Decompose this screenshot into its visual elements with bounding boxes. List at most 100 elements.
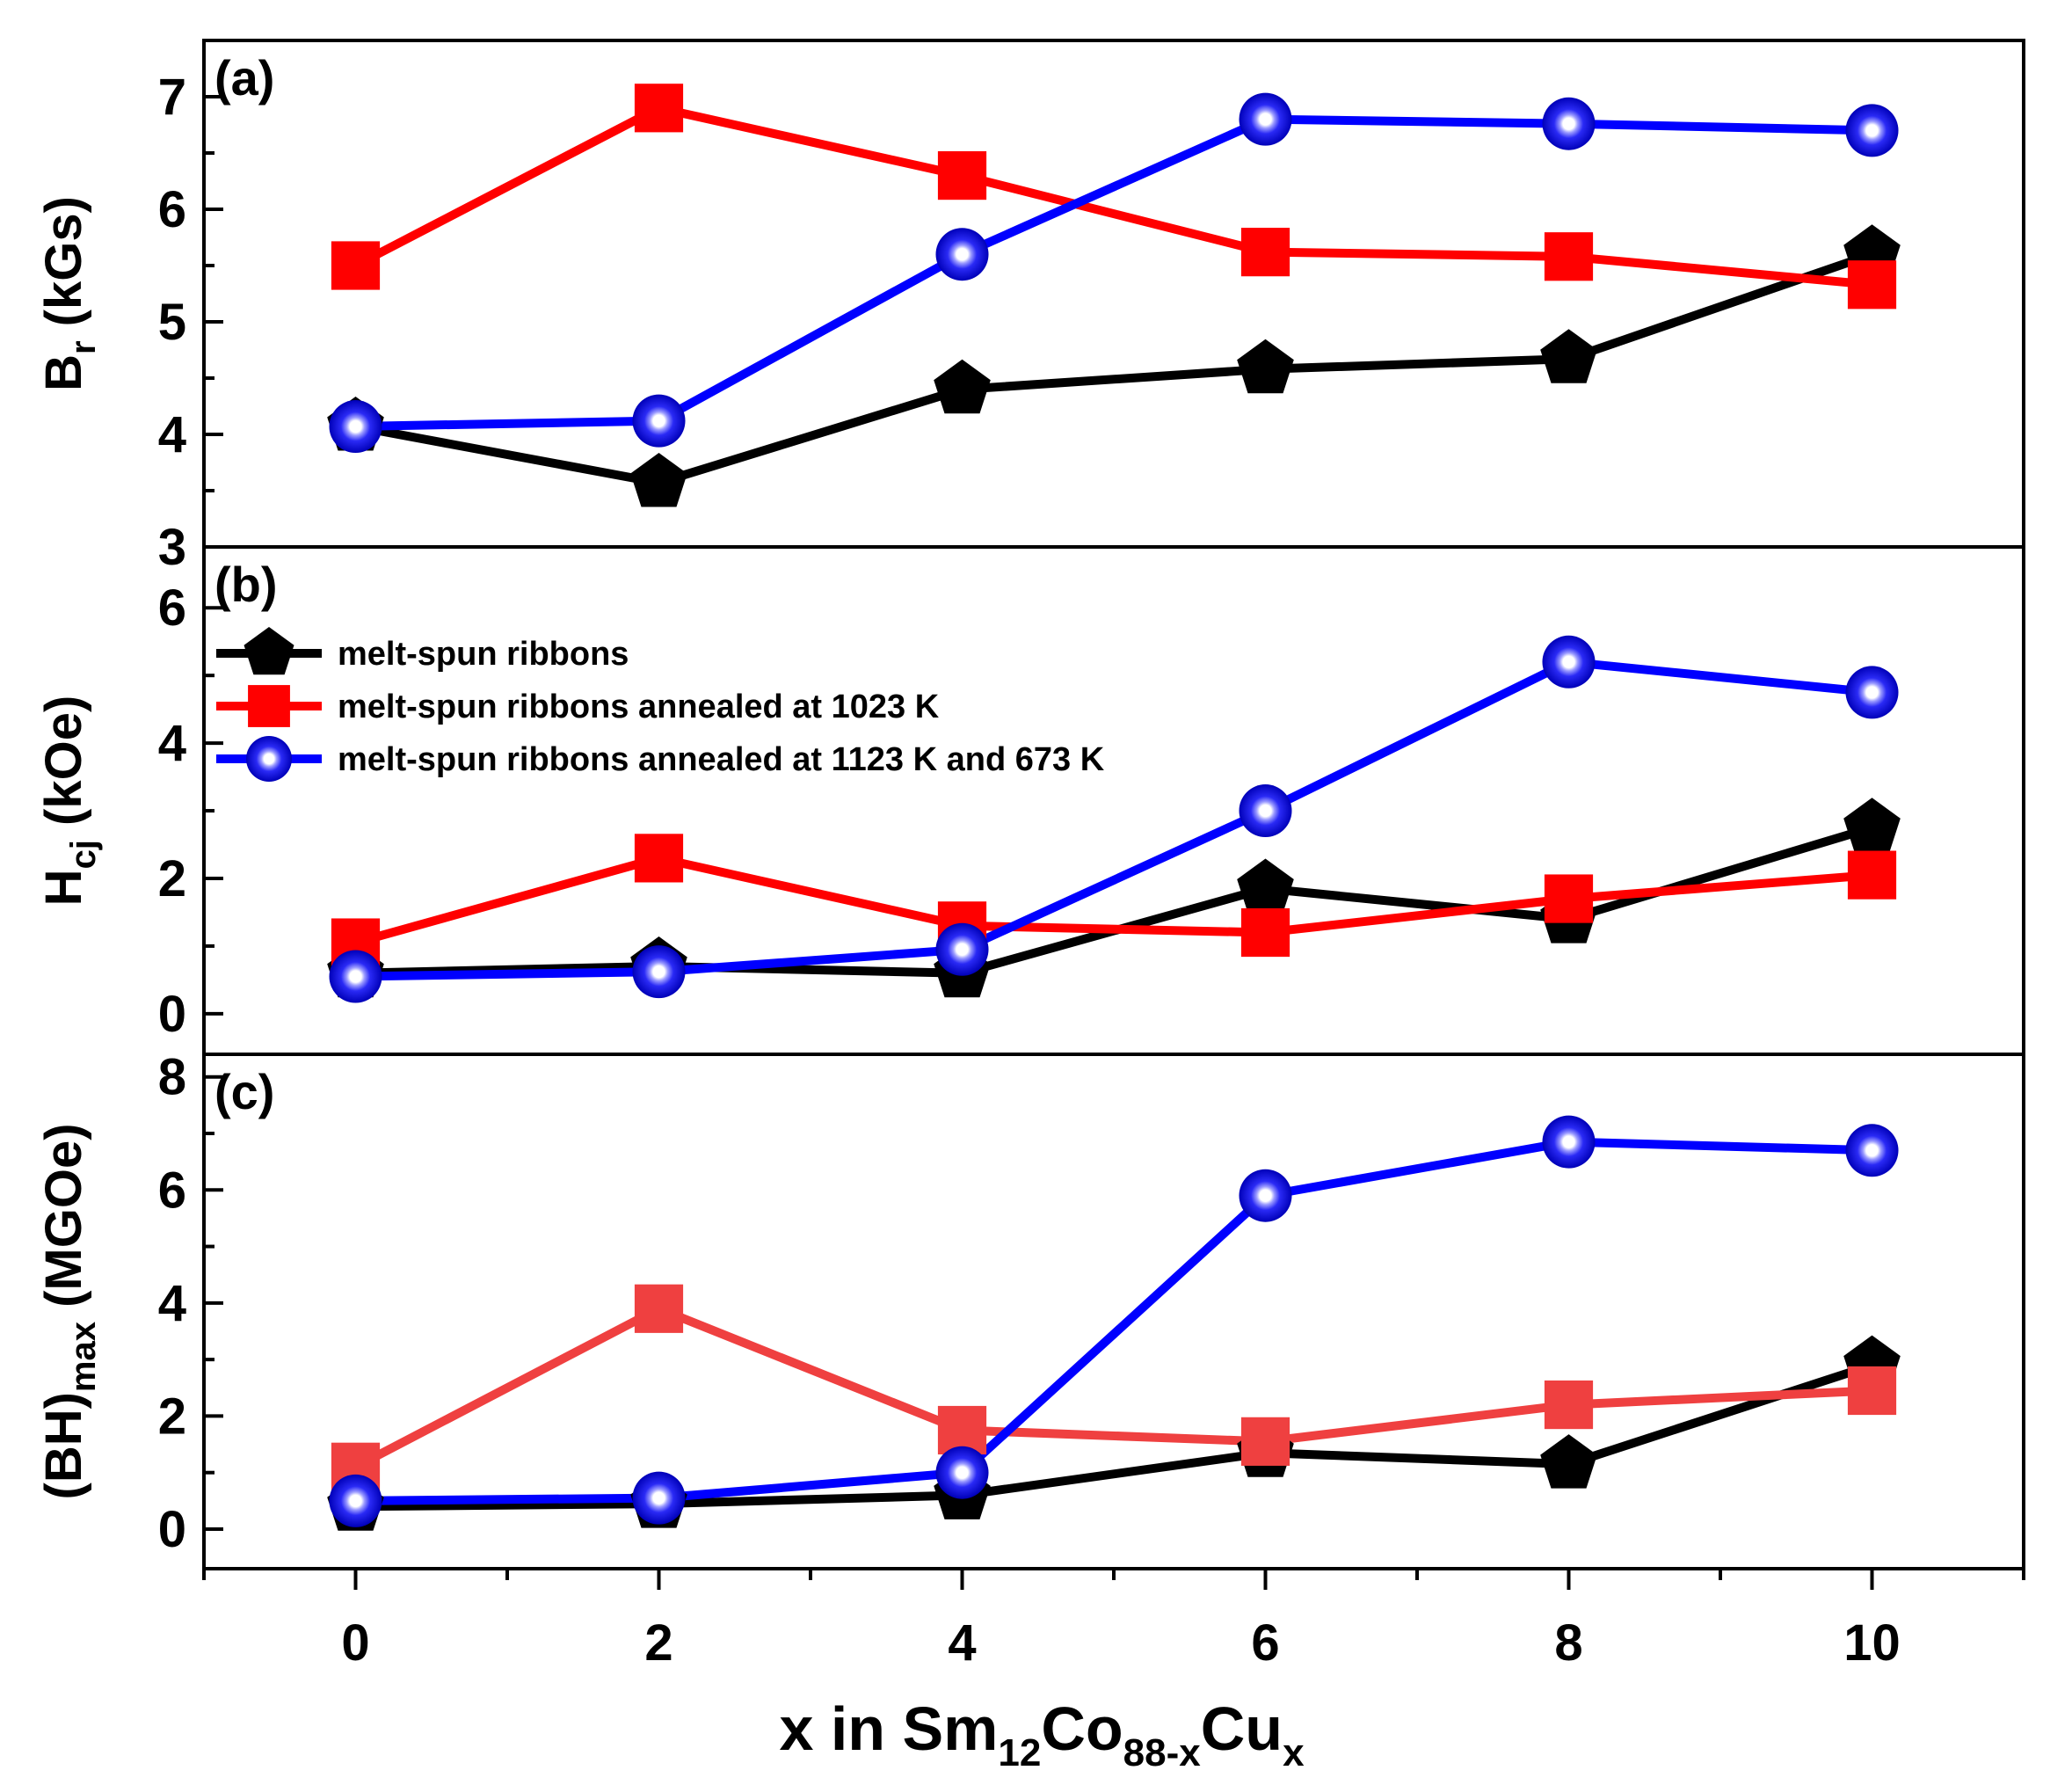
- data-point: [935, 228, 989, 281]
- panel-c-ytick-label: 6: [158, 1162, 186, 1219]
- panel-c: 0 2 4 6 8 (c) (BH)max (MGOe): [35, 1049, 2025, 1570]
- panel-c-series-3-line: [355, 1137, 1872, 1505]
- data-point: [1845, 104, 1899, 157]
- panel-b-y-title-unit: (kOe): [35, 696, 92, 840]
- legend: melt-spun ribbons melt-spun ribbons annea…: [216, 627, 1105, 782]
- panel-c-series-3-points: [329, 1115, 1899, 1527]
- panel-c-ytick-label: 8: [158, 1049, 186, 1106]
- panel-c-series-2-line: [353, 1304, 1872, 1471]
- panel-b-series-2-points: [331, 834, 1897, 967]
- panel-b-y-title-main: H: [35, 869, 92, 906]
- data-point: [1542, 635, 1596, 688]
- data-point: [935, 922, 989, 976]
- panel-a-series-3-points: [329, 92, 1899, 454]
- legend-item-2: melt-spun ribbons annealed at 1023 K: [216, 685, 940, 727]
- x-tick-label: 8: [1554, 1614, 1582, 1672]
- data-point: [634, 834, 684, 883]
- panel-a-ytick-label: 4: [158, 406, 186, 463]
- panel-b-ytick-label: 2: [158, 850, 186, 907]
- panel-c-ytick-label: 4: [158, 1275, 186, 1332]
- data-point: [937, 151, 987, 200]
- panel-b-series-2-line: [354, 853, 1872, 947]
- data-point: [1237, 858, 1294, 913]
- data-point: [1847, 260, 1897, 310]
- panel-c-frame: [202, 1053, 2025, 1570]
- panel-a-tag: (a): [214, 50, 274, 106]
- panel-b-series-3-line: [355, 657, 1872, 981]
- legend-item-1: melt-spun ribbons: [216, 627, 629, 675]
- panel-b-y-title-sub: cj: [64, 840, 103, 869]
- data-point: [632, 1471, 686, 1525]
- data-point: [935, 1446, 989, 1499]
- legend-label: melt-spun ribbons annealed at 1123 K and…: [338, 741, 1105, 778]
- data-point: [1544, 874, 1594, 923]
- panel-a-y-title-main: B: [35, 354, 92, 391]
- data-point: [1239, 92, 1292, 146]
- data-point: [1542, 1115, 1596, 1169]
- data-point: [632, 394, 686, 448]
- panel-a-y-title: Br (kGs): [35, 196, 103, 391]
- data-point: [1544, 1380, 1594, 1430]
- legend-marker: [244, 627, 294, 675]
- panel-c-y-title-unit: (MGOe): [35, 1123, 92, 1322]
- panel-b: 0 2 4 6 (b) Hcj (kOe): [35, 545, 2025, 1056]
- legend-item-3: melt-spun ribbons annealed at 1123 K and…: [216, 736, 1105, 782]
- panel-c-ytick-label: 0: [158, 1501, 186, 1558]
- data-point: [329, 950, 382, 1003]
- panel-a: 3 4 5 6 7 (a) Br (kGs): [35, 39, 2025, 576]
- panel-a-series-3-line: [355, 114, 1872, 431]
- data-point: [634, 84, 684, 133]
- panel-b-ytick-label: 4: [158, 715, 186, 772]
- panel-a-series-1-line: [354, 250, 1874, 487]
- data-point: [630, 453, 687, 507]
- data-point: [1542, 97, 1596, 150]
- panel-c-y-title: (BH)max (MGOe): [35, 1123, 103, 1499]
- panel-c-series-2-points: [331, 1284, 1897, 1491]
- panel-a-y-title-sub: r: [64, 340, 103, 354]
- data-point: [1240, 907, 1290, 958]
- data-point: [1239, 784, 1292, 838]
- data-point: [1544, 232, 1594, 281]
- panel-a-y-title-unit: (kGs): [35, 196, 92, 340]
- panel-b-series-3-points: [329, 635, 1899, 1003]
- panel-c-series-1-line: [355, 1360, 1874, 1512]
- data-point: [934, 359, 991, 414]
- panel-c-tag: (c): [214, 1064, 274, 1119]
- x-axis-title: x in Sm12Co88-xCux: [779, 1694, 1305, 1774]
- panel-a-ytick-label: 5: [158, 294, 186, 351]
- panel-c-y-title-main: (BH): [35, 1392, 92, 1499]
- panel-b-ytick-label: 6: [158, 579, 186, 637]
- panel-a-ytick-label: 7: [158, 69, 186, 126]
- panel-a-series-2-line: [353, 103, 1872, 289]
- data-point: [1240, 228, 1290, 277]
- data-point: [1845, 1124, 1899, 1177]
- data-point: [1240, 1417, 1290, 1466]
- panel-a-ytick-label: 6: [158, 181, 186, 238]
- x-axis: 0 2 4 6 8 10: [202, 1569, 2025, 1672]
- panel-b-series-1-line: [355, 823, 1873, 978]
- panel-b-y-title: Hcj (kOe): [35, 696, 103, 907]
- panel-a-series-2-points: [331, 84, 1897, 310]
- x-tick-label: 4: [948, 1614, 976, 1672]
- x-tick-label: 2: [644, 1614, 672, 1672]
- data-point: [632, 945, 686, 999]
- data-point: [634, 1284, 684, 1333]
- legend-marker: [248, 685, 290, 727]
- data-point: [1540, 1434, 1597, 1489]
- x-tick-label: 6: [1251, 1614, 1279, 1672]
- data-point: [329, 400, 382, 454]
- data-point: [1540, 329, 1597, 383]
- data-point: [329, 1474, 382, 1527]
- x-tick-label: 0: [341, 1614, 369, 1672]
- data-point: [1843, 798, 1901, 852]
- legend-label: melt-spun ribbons: [338, 636, 629, 673]
- panel-b-ytick-label: 0: [158, 986, 186, 1043]
- legend-label: melt-spun ribbons annealed at 1023 K: [338, 688, 940, 725]
- data-point: [331, 241, 381, 290]
- panel-b-tag: (b): [214, 557, 278, 612]
- data-point: [1845, 666, 1899, 719]
- data-point: [1237, 339, 1294, 394]
- data-point: [1847, 1366, 1897, 1416]
- x-tick-label: 10: [1843, 1614, 1901, 1672]
